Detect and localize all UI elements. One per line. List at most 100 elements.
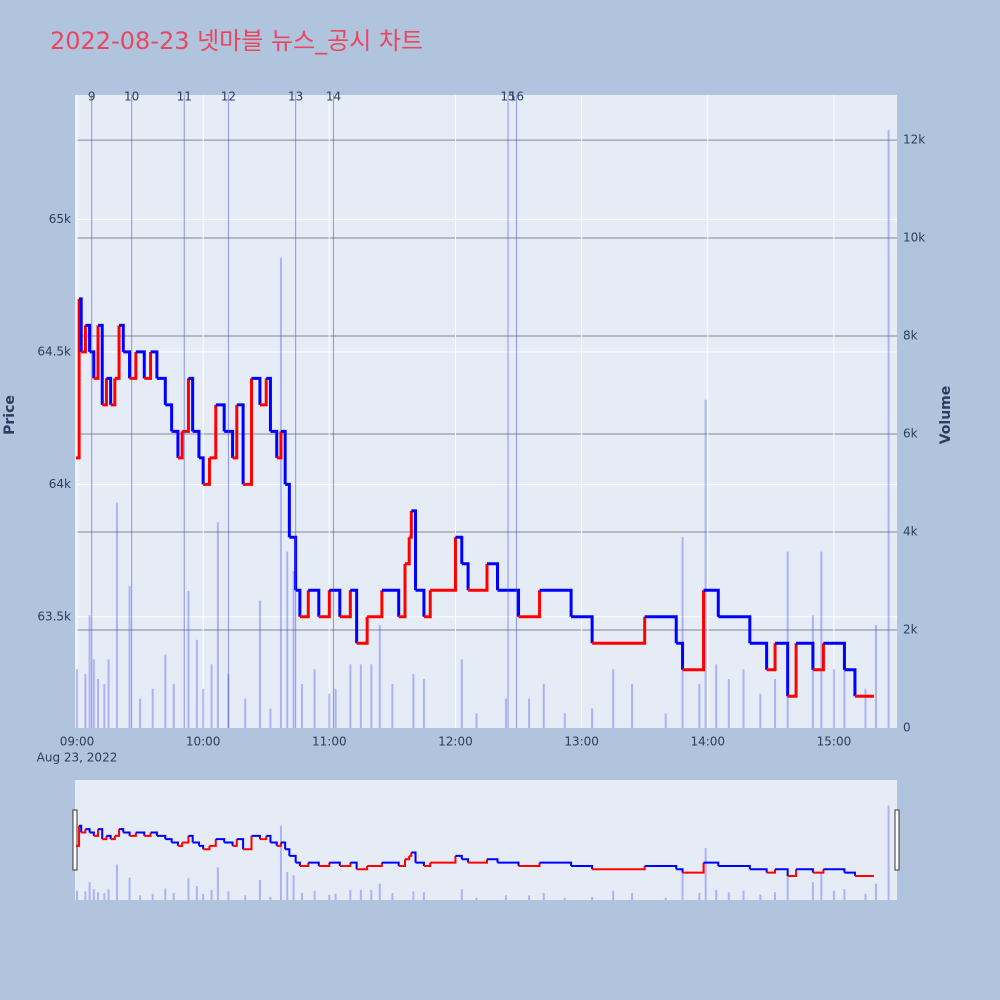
volume-bar [195, 639, 198, 728]
price-step [381, 588, 401, 617]
slider-volume-bar [151, 893, 154, 900]
slider-volume-bar [378, 883, 381, 900]
price-step [119, 323, 125, 352]
slider-price-step [259, 835, 268, 841]
slider-price-step [405, 855, 411, 861]
slider-volume-bar [107, 889, 110, 900]
price-step [676, 641, 685, 670]
x-tick-label: 10:00 [186, 735, 221, 749]
slider-price-step [461, 858, 470, 863]
slider-price-step [703, 861, 720, 866]
slider-volume-bar [664, 897, 667, 900]
slider-volume-bar [334, 893, 337, 900]
volume-bar [475, 713, 478, 728]
slider-price-step [289, 854, 297, 863]
y2-tick-label: 2k [903, 623, 918, 637]
range-slider[interactable] [75, 780, 897, 900]
slider-price-step [415, 861, 425, 866]
slider-handle[interactable] [894, 809, 900, 871]
slider-volume-bar [187, 878, 190, 900]
slider-volume-bar [475, 897, 478, 900]
volume-bar [172, 683, 175, 728]
slider-price-step [367, 862, 383, 867]
volume-bar [151, 688, 154, 728]
price-step [295, 588, 302, 617]
volume-bar [864, 688, 867, 728]
slider-price-step [224, 841, 234, 846]
volume-bar [832, 669, 835, 728]
news-label: 16 [509, 90, 524, 104]
slider-price-step [487, 858, 499, 863]
chart-title: 2022-08-23 넷마블 뉴스_공시 차트 [50, 27, 423, 55]
slider-price-step [135, 831, 146, 836]
slider-volume-bar [313, 890, 316, 900]
slider-volume-bar [128, 877, 131, 900]
price-step [192, 429, 201, 458]
slider-price-step [203, 845, 211, 851]
slider-price-step [119, 828, 125, 833]
news-label: 12 [221, 90, 236, 104]
slider-handle[interactable] [72, 809, 78, 871]
volume-bar [759, 693, 762, 728]
price-step [232, 404, 239, 460]
slider-price-step [266, 834, 272, 843]
price-step [81, 325, 87, 354]
price-step [766, 643, 777, 672]
x-tick-label: 15:00 [817, 735, 852, 749]
price-step [356, 616, 369, 645]
price-step [775, 641, 790, 697]
volume-bar [412, 674, 415, 728]
y2-tick-label: 6k [903, 427, 918, 441]
slider-price-step [129, 832, 137, 837]
news-label: 13 [288, 90, 303, 104]
slider-price-step [844, 871, 856, 876]
price-step [285, 482, 291, 538]
price-step [85, 323, 92, 352]
price-step [135, 350, 146, 379]
volume-bar [528, 698, 531, 728]
price-step [461, 562, 470, 591]
slider-volume-bar [774, 892, 777, 900]
slider-price-step [150, 831, 158, 836]
slider-volume-bar [759, 894, 762, 900]
slider-volume-bar [612, 890, 615, 900]
slider-volume-bar [820, 872, 823, 900]
volume-bar [591, 708, 594, 728]
price-step [171, 429, 180, 458]
price-step [177, 431, 184, 460]
slider-volume-bar [92, 889, 95, 900]
price-step [243, 378, 254, 486]
slider-price-step [85, 828, 91, 833]
x-tick-label: 09:00 [60, 735, 95, 749]
price-step [367, 590, 384, 619]
slider-price-step [98, 828, 104, 840]
price-step [703, 588, 720, 617]
slider-price-step [329, 861, 341, 866]
plot-area [75, 95, 897, 728]
slider-price-step [79, 824, 83, 833]
slider-price-step [823, 868, 846, 873]
slider-price-step [411, 851, 417, 863]
volume-bar [370, 664, 373, 728]
price-step [114, 325, 121, 380]
slider-volume-bar [370, 889, 373, 900]
slider-volume-bar [210, 889, 213, 900]
y-tick-label: 65k [49, 212, 71, 226]
news-label: 14 [326, 90, 341, 104]
volume-bar [128, 585, 131, 728]
slider-price-step [156, 834, 167, 840]
slider-price-step [182, 835, 190, 844]
volume-bar [300, 683, 303, 728]
price-step [110, 378, 117, 407]
price-step [749, 641, 769, 670]
volume-bar [727, 679, 730, 728]
volume-bar [378, 625, 381, 728]
price-step [224, 429, 235, 458]
y-axis-title: Price [2, 395, 18, 435]
price-step [79, 297, 83, 352]
price-step [405, 537, 411, 566]
slider-volume-bar [244, 895, 247, 900]
price-step [236, 403, 245, 485]
price-step [455, 535, 464, 564]
slider-price-step [276, 842, 282, 847]
